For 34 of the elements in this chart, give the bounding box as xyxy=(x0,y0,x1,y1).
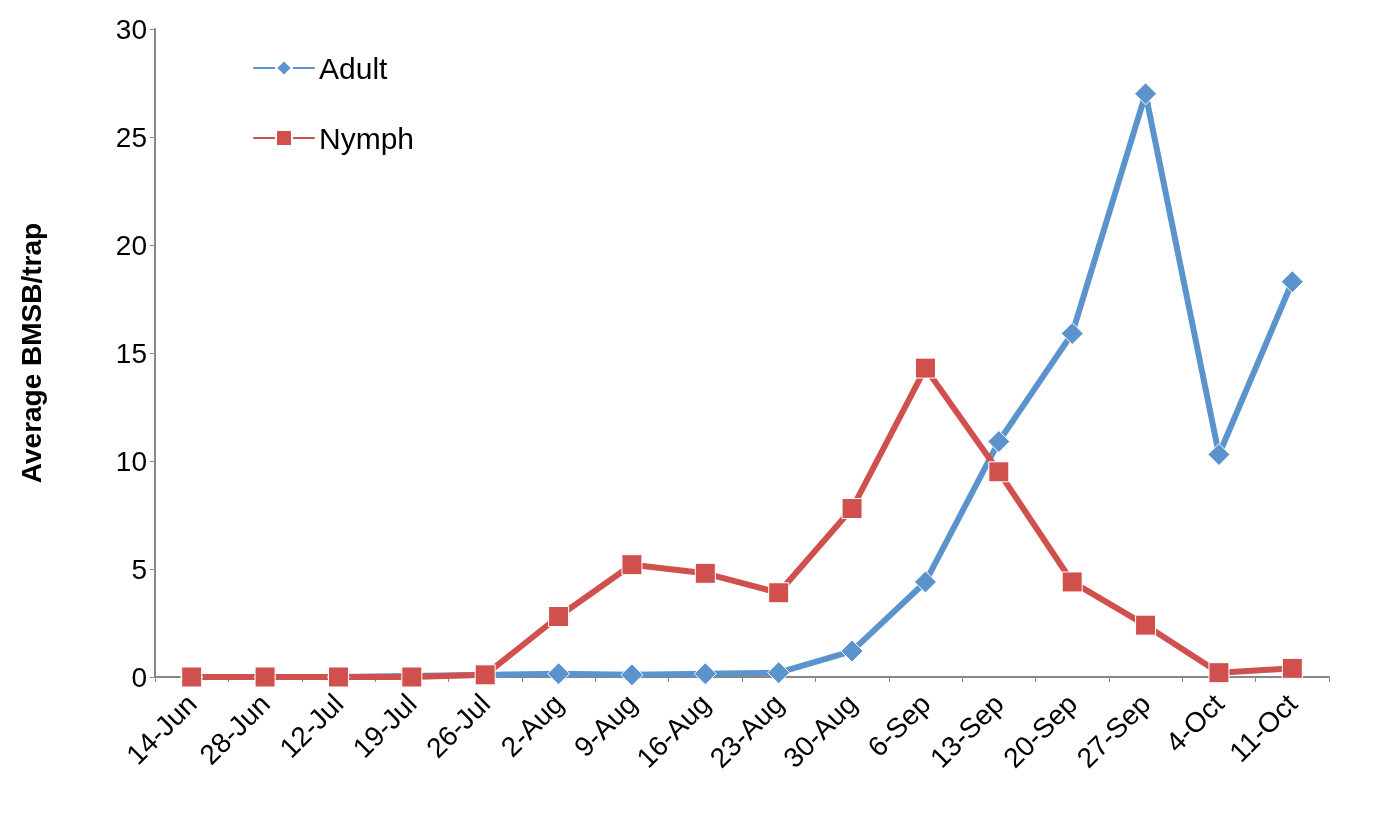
y-axis-title: Average BMSB/trap xyxy=(15,222,47,484)
point xyxy=(988,461,1010,483)
point xyxy=(1280,270,1304,294)
point xyxy=(768,582,790,604)
legend-label: Nymph xyxy=(319,121,415,155)
point xyxy=(620,663,644,687)
y-tick-label: 15 xyxy=(115,337,147,369)
point xyxy=(914,357,936,379)
point xyxy=(767,661,791,685)
point xyxy=(548,606,570,628)
y-tick-label: 25 xyxy=(115,121,147,153)
point xyxy=(693,662,717,686)
y-tick-label: 20 xyxy=(115,229,147,261)
point xyxy=(474,664,496,686)
point xyxy=(841,498,863,520)
point xyxy=(547,662,571,686)
point xyxy=(694,562,716,584)
point xyxy=(1060,322,1084,346)
point xyxy=(1208,662,1230,684)
legend-label: Adult xyxy=(319,51,389,85)
point xyxy=(1281,657,1303,679)
point xyxy=(1135,614,1157,636)
point xyxy=(1134,82,1158,106)
y-tick-label: 0 xyxy=(131,661,147,693)
y-tick-label: 10 xyxy=(115,445,147,477)
point xyxy=(621,554,643,576)
point xyxy=(913,570,937,594)
point xyxy=(401,666,423,688)
y-tick-label: 5 xyxy=(131,553,147,585)
point xyxy=(840,639,864,663)
y-tick-label: 30 xyxy=(115,13,147,45)
point xyxy=(1061,571,1083,593)
point xyxy=(1207,443,1231,467)
point xyxy=(987,430,1011,454)
